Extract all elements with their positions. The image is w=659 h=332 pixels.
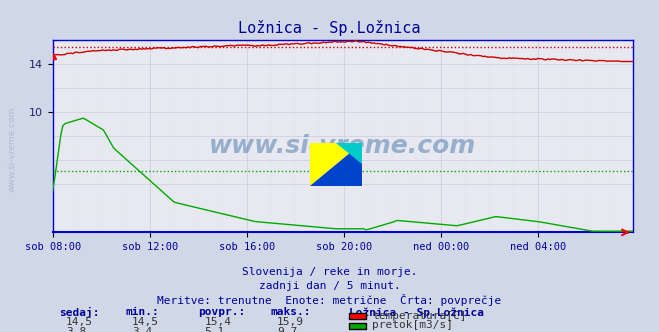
Text: Meritve: trenutne  Enote: metrične  Črta: povprečje: Meritve: trenutne Enote: metrične Črta: … xyxy=(158,294,501,306)
Text: pretok[m3/s]: pretok[m3/s] xyxy=(372,320,453,330)
Text: sedaj:: sedaj: xyxy=(59,307,100,318)
Text: www.si-vreme.com: www.si-vreme.com xyxy=(8,107,17,192)
Text: zadnji dan / 5 minut.: zadnji dan / 5 minut. xyxy=(258,281,401,290)
Polygon shape xyxy=(310,143,362,186)
Text: povpr.:: povpr.: xyxy=(198,307,245,317)
Text: 3,4: 3,4 xyxy=(132,327,152,332)
Text: Ložnica - Sp.Ložnica: Ložnica - Sp.Ložnica xyxy=(239,20,420,36)
Text: min.:: min.: xyxy=(125,307,159,317)
Text: temperatura[C]: temperatura[C] xyxy=(372,311,467,321)
Text: 5,1: 5,1 xyxy=(204,327,225,332)
Text: www.si-vreme.com: www.si-vreme.com xyxy=(209,134,476,158)
Polygon shape xyxy=(310,143,362,186)
Text: Ložnica - Sp.Ložnica: Ložnica - Sp.Ložnica xyxy=(349,307,484,318)
Text: 14,5: 14,5 xyxy=(66,317,93,327)
Text: Slovenija / reke in morje.: Slovenija / reke in morje. xyxy=(242,267,417,277)
Polygon shape xyxy=(336,143,362,164)
Text: 15,9: 15,9 xyxy=(277,317,304,327)
Text: maks.:: maks.: xyxy=(270,307,310,317)
Text: 15,4: 15,4 xyxy=(204,317,231,327)
Text: 3,8: 3,8 xyxy=(66,327,86,332)
Text: 14,5: 14,5 xyxy=(132,317,159,327)
Text: 9,7: 9,7 xyxy=(277,327,297,332)
